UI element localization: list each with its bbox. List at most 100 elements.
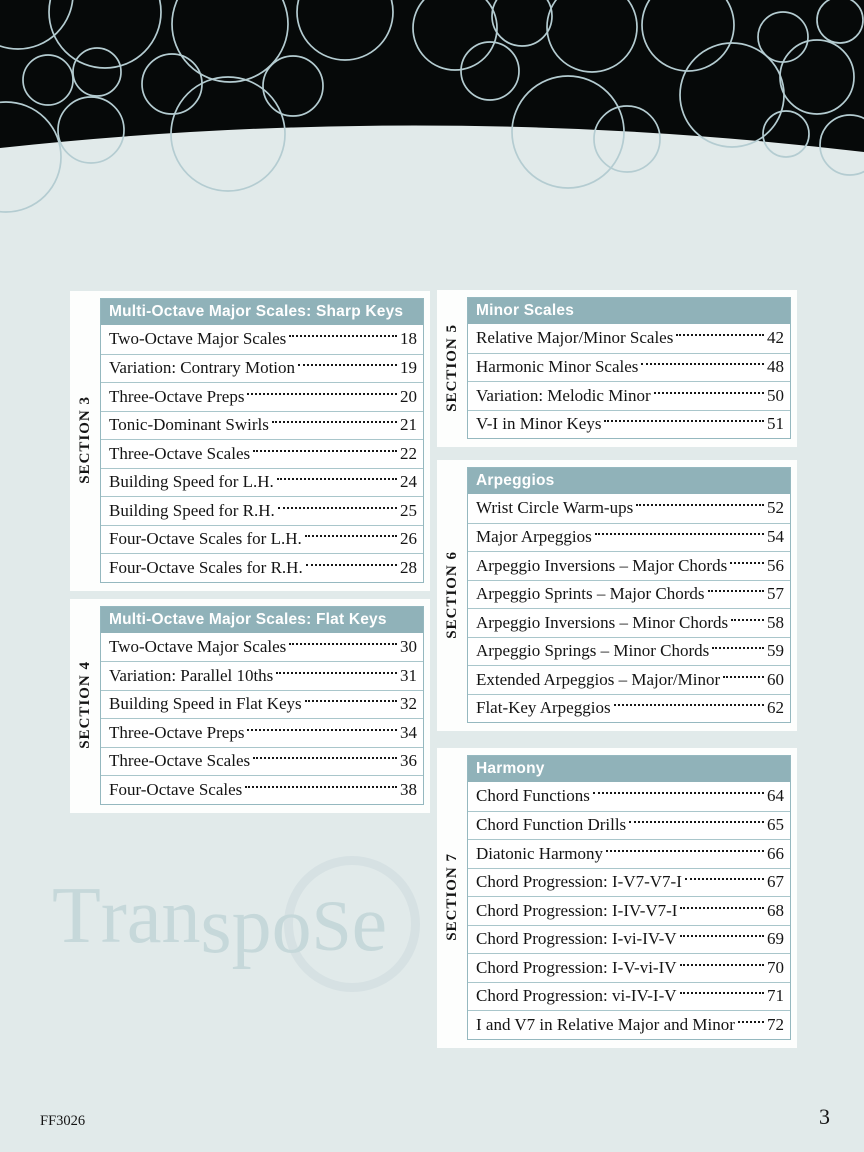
dot-leader [613,704,764,707]
toc-entry: Relative Major/Minor Scales 42 [468,324,790,353]
toc-entry-page: 20 [400,386,417,406]
dot-leader [676,334,764,337]
toc-entry-page: 22 [400,443,417,463]
toc-entry: Harmonic Minor Scales 48 [468,352,790,382]
toc-panel: SECTION 3 Multi-Octave Major Scales: Sha… [70,291,430,591]
toc-entry: Building Speed for R.H. 25 [101,496,423,525]
toc-column-left: SECTION 3 Multi-Octave Major Scales: Sha… [70,291,430,813]
section-label: SECTION 3 [76,396,93,485]
toc-table: Multi-Octave Major Scales: Flat Keys Two… [100,605,424,805]
watermark-segment: T [52,872,101,960]
toc-entry: Two-Octave Major Scales 30 [101,633,423,662]
toc-table-title: Arpeggios [468,468,790,494]
toc-entry-title: Two-Octave Major Scales [109,636,287,656]
toc-entry-title: Three-Octave Preps [109,722,245,742]
bubble-circles [0,0,864,213]
toc-entry-title: Tonic-Dominant Swirls [109,415,269,435]
toc-entry-page: 71 [767,986,784,1006]
toc-entry-title: Arpeggio Springs – Minor Chords [476,641,710,661]
toc-entry-page: 28 [400,557,417,577]
toc-entry-title: Major Arpeggios [476,527,592,547]
toc-entry-title: V-I in Minor Keys [476,414,602,434]
toc-table-title: Multi-Octave Major Scales: Sharp Keys [101,299,423,325]
toc-entry-title: Harmonic Minor Scales [476,357,639,377]
toc-entry-title: Four-Octave Scales for R.H. [109,557,303,577]
toc-entry-page: 56 [767,555,784,575]
dot-leader [253,757,397,760]
watermark-ring-icon [284,856,420,992]
dot-leader [641,363,764,366]
toc-entry-page: 34 [400,722,417,742]
section-label-strip: SECTION 6 [437,467,467,723]
dot-leader [712,647,764,650]
dot-leader [276,478,397,481]
section-label-strip: SECTION 7 [437,755,467,1040]
dot-leader [737,1020,764,1023]
toc-entry-title: Chord Progression: I-vi-IV-V [476,929,677,949]
toc-panel: SECTION 5 Minor Scales Relative Major/Mi… [437,290,797,447]
toc-entry-page: 25 [400,500,417,520]
dot-leader [253,449,397,452]
toc-entry-title: Chord Progression: I-V-vi-IV [476,957,677,977]
toc-entry: Chord Progression: I-vi-IV-V 69 [468,924,790,954]
toc-entry: Building Speed in Flat Keys 32 [101,689,423,719]
toc-entry-page: 26 [400,529,417,549]
dot-leader [723,675,764,678]
toc-rows: Two-Octave Major Scales 30 Variation: Pa… [101,633,423,804]
toc-entry-page: 42 [767,328,784,348]
header-black-shape [0,0,864,152]
toc-entry: Three-Octave Preps 20 [101,382,423,411]
toc-entry: Building Speed for L.H. 24 [101,467,423,497]
toc-entry: Chord Progression: vi-IV-I-V 71 [468,981,790,1011]
dot-leader [731,618,764,621]
toc-entry-title: Four-Octave Scales [109,779,243,799]
toc-panel: SECTION 4 Multi-Octave Major Scales: Fla… [70,598,430,813]
dot-leader [679,963,764,966]
dot-leader [298,364,397,367]
toc-entry: Arpeggio Inversions – Minor Chords 58 [468,608,790,637]
toc-panel: SECTION 7 Harmony Chord Functions 64 Cho… [437,748,797,1048]
dot-leader [305,563,397,566]
watermark-segment: e [351,880,388,968]
section-label: SECTION 7 [443,853,460,942]
section-label: SECTION 4 [76,661,93,749]
toc-entry-page: 72 [767,1014,784,1034]
toc-table-title: Harmony [468,756,790,782]
toc-rows: Wrist Circle Warm-ups 52 Major Arpeggios… [468,494,790,722]
toc-entry-title: Building Speed for L.H. [109,472,274,492]
dot-leader [276,671,397,674]
toc-entry-page: 64 [767,786,784,806]
toc-entry-title: Arpeggio Sprints – Major Chords [476,584,705,604]
toc-entry: Tonic-Dominant Swirls 21 [101,410,423,440]
toc-entry: Four-Octave Scales for L.H. 26 [101,524,423,554]
dot-leader [679,935,764,938]
toc-entry: Arpeggio Springs – Minor Chords 59 [468,636,790,666]
toc-entry: Major Arpeggios 54 [468,522,790,552]
toc-entry-page: 38 [400,779,417,799]
toc-entry-title: Relative Major/Minor Scales [476,328,674,348]
toc-rows: Two-Octave Major Scales 18 Variation: Co… [101,325,423,582]
toc-entry: Three-Octave Scales 36 [101,746,423,776]
dot-leader [679,992,764,995]
toc-entry: Three-Octave Preps 34 [101,718,423,747]
toc-table: Harmony Chord Functions 64 Chord Functio… [467,755,791,1040]
watermark-segment: S [311,886,352,966]
dot-leader [304,535,397,538]
toc-entry-title: Arpeggio Inversions – Minor Chords [476,612,729,632]
toc-entry-title: Building Speed in Flat Keys [109,694,302,714]
dot-leader [289,642,397,645]
toc-entry-page: 51 [767,414,784,434]
toc-entry-title: Three-Octave Scales [109,443,251,463]
dot-leader [707,590,764,593]
toc-entry-page: 32 [400,694,417,714]
toc-entry-title: Building Speed for R.H. [109,500,275,520]
toc-entry-page: 36 [400,751,417,771]
toc-entry: Arpeggio Inversions – Major Chords 56 [468,551,790,580]
dot-leader [245,785,397,788]
toc-entry-title: Variation: Contrary Motion [109,358,296,378]
toc-entry: Arpeggio Sprints – Major Chords 57 [468,579,790,609]
toc-entry-title: Chord Function Drills [476,815,627,835]
section-label: SECTION 6 [443,551,460,639]
